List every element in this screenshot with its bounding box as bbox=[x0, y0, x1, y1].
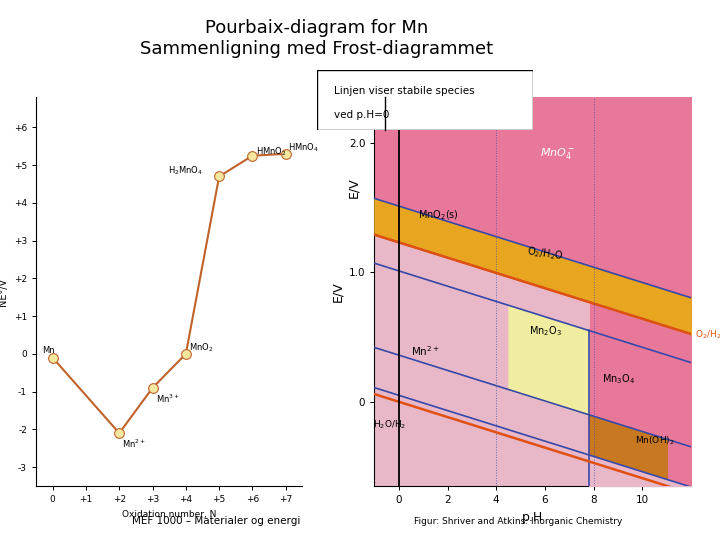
Text: Mn$^{2+}$: Mn$^{2+}$ bbox=[122, 437, 146, 450]
Text: HMnO$_4$: HMnO$_4$ bbox=[288, 142, 319, 154]
Text: E/V: E/V bbox=[347, 178, 360, 198]
Text: MnO$_4^-$: MnO$_4^-$ bbox=[540, 145, 575, 160]
Text: Mn$_2$O$_3$: Mn$_2$O$_3$ bbox=[528, 325, 562, 338]
Text: Mn$_3$O$_4$: Mn$_3$O$_4$ bbox=[601, 372, 634, 386]
Text: MEF 1000 – Materialer og energi: MEF 1000 – Materialer og energi bbox=[132, 516, 300, 526]
Text: Linjen viser stabile species: Linjen viser stabile species bbox=[334, 86, 474, 96]
Text: Pourbaix-diagram for Mn
Sammenligning med Frost-diagrammet: Pourbaix-diagram for Mn Sammenligning me… bbox=[140, 19, 493, 58]
Text: MnO$_2$: MnO$_2$ bbox=[189, 342, 214, 354]
Text: MnO$_2$(s): MnO$_2$(s) bbox=[418, 208, 459, 221]
Text: Mn: Mn bbox=[42, 346, 55, 355]
X-axis label: Oxidation number, N: Oxidation number, N bbox=[122, 510, 217, 518]
Text: Mn$^{2+}$: Mn$^{2+}$ bbox=[411, 345, 440, 359]
Text: O$_2$/H$_2$C: O$_2$/H$_2$C bbox=[695, 328, 720, 341]
Text: Figur: Shriver and Atkins: Inorganic Chemistry: Figur: Shriver and Atkins: Inorganic Che… bbox=[414, 517, 623, 526]
Text: Mn(OH)$_2$: Mn(OH)$_2$ bbox=[635, 434, 675, 447]
X-axis label: p.H: p.H bbox=[522, 511, 544, 524]
Text: ved p.H=0: ved p.H=0 bbox=[334, 110, 390, 120]
FancyBboxPatch shape bbox=[317, 70, 533, 130]
Text: O$_2$/H$_2$O: O$_2$/H$_2$O bbox=[526, 244, 564, 263]
Y-axis label: NE°/V: NE°/V bbox=[0, 278, 8, 306]
Text: H$_2$MnO$_4$: H$_2$MnO$_4$ bbox=[168, 165, 202, 177]
Text: E/V: E/V bbox=[331, 281, 344, 302]
Text: Mn$^{3+}$: Mn$^{3+}$ bbox=[156, 392, 180, 404]
Text: HMnO$_2$: HMnO$_2$ bbox=[256, 146, 287, 158]
Text: H$_2$O/H$_2$: H$_2$O/H$_2$ bbox=[373, 418, 407, 431]
